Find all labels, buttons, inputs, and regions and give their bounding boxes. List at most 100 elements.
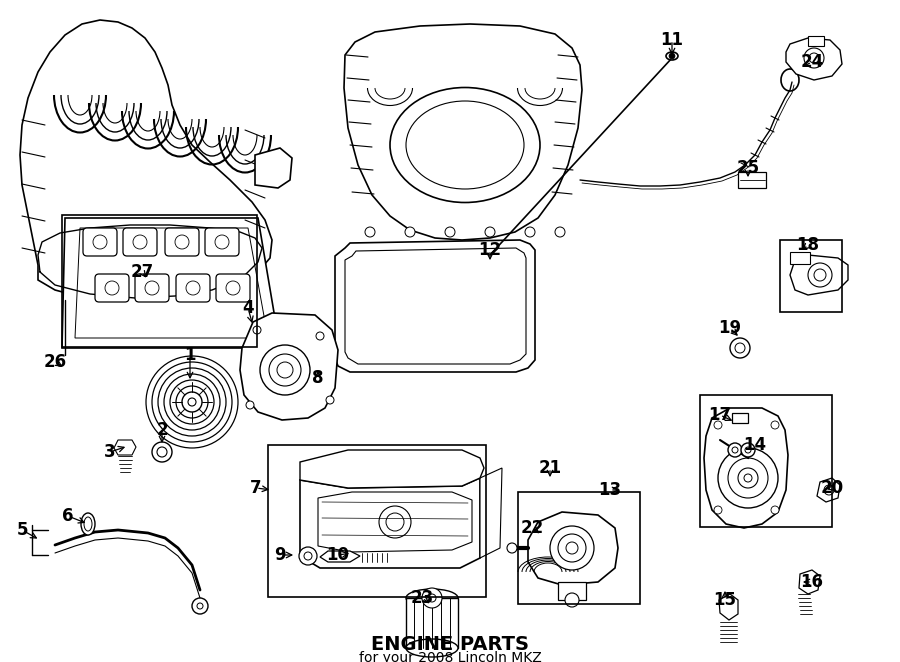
- Circle shape: [269, 354, 301, 386]
- Text: 27: 27: [130, 263, 154, 281]
- Bar: [732, 413, 748, 423]
- Text: 1: 1: [184, 346, 196, 364]
- Bar: [518, 492, 640, 604]
- Circle shape: [732, 447, 738, 453]
- Text: 25: 25: [736, 159, 760, 177]
- Circle shape: [170, 380, 214, 424]
- Circle shape: [253, 326, 261, 334]
- Circle shape: [145, 281, 159, 295]
- Circle shape: [176, 386, 208, 418]
- Circle shape: [326, 396, 334, 404]
- Circle shape: [152, 442, 172, 462]
- Circle shape: [809, 53, 819, 63]
- Circle shape: [550, 526, 594, 570]
- Text: 9: 9: [274, 546, 286, 564]
- Circle shape: [814, 269, 826, 281]
- Ellipse shape: [406, 589, 458, 607]
- Circle shape: [422, 588, 442, 608]
- Polygon shape: [62, 218, 280, 348]
- Circle shape: [192, 598, 208, 614]
- Circle shape: [379, 506, 411, 538]
- Ellipse shape: [84, 517, 92, 531]
- Circle shape: [93, 235, 107, 249]
- Circle shape: [386, 513, 404, 531]
- Circle shape: [428, 594, 436, 602]
- Text: for your 2008 Lincoln MKZ: for your 2008 Lincoln MKZ: [358, 651, 542, 662]
- Circle shape: [728, 458, 768, 498]
- Circle shape: [277, 362, 293, 378]
- Circle shape: [507, 543, 517, 553]
- Text: 12: 12: [479, 241, 501, 259]
- FancyBboxPatch shape: [165, 228, 199, 256]
- Bar: [62, 215, 257, 347]
- Text: 6: 6: [62, 507, 74, 525]
- Circle shape: [745, 447, 751, 453]
- Text: 20: 20: [821, 479, 843, 497]
- Bar: [738, 172, 766, 188]
- Circle shape: [804, 48, 824, 68]
- FancyBboxPatch shape: [216, 274, 250, 302]
- Circle shape: [164, 374, 220, 430]
- Circle shape: [669, 53, 675, 59]
- Circle shape: [188, 398, 196, 406]
- Polygon shape: [320, 551, 360, 562]
- Circle shape: [365, 227, 375, 237]
- Circle shape: [771, 421, 779, 429]
- Text: 8: 8: [312, 369, 324, 387]
- Circle shape: [714, 421, 722, 429]
- Bar: [406, 598, 458, 648]
- FancyBboxPatch shape: [123, 228, 157, 256]
- FancyBboxPatch shape: [176, 274, 210, 302]
- Circle shape: [158, 368, 226, 436]
- Circle shape: [260, 345, 310, 395]
- Text: ENGINE PARTS: ENGINE PARTS: [371, 636, 529, 655]
- Ellipse shape: [666, 52, 678, 60]
- Circle shape: [558, 534, 586, 562]
- FancyBboxPatch shape: [95, 274, 129, 302]
- Polygon shape: [20, 20, 272, 302]
- FancyBboxPatch shape: [205, 228, 239, 256]
- Circle shape: [714, 506, 722, 514]
- Circle shape: [304, 552, 312, 560]
- Circle shape: [316, 332, 324, 340]
- Ellipse shape: [406, 639, 458, 657]
- Circle shape: [555, 227, 565, 237]
- Bar: [790, 252, 810, 264]
- Text: 10: 10: [327, 546, 349, 564]
- Circle shape: [152, 362, 232, 442]
- Text: 4: 4: [242, 299, 254, 317]
- Circle shape: [808, 263, 832, 287]
- Text: 2: 2: [157, 421, 167, 439]
- Bar: [700, 395, 832, 527]
- Text: 24: 24: [800, 53, 824, 71]
- Circle shape: [186, 281, 200, 295]
- Text: 16: 16: [800, 573, 824, 591]
- Text: 23: 23: [410, 589, 434, 607]
- Circle shape: [485, 227, 495, 237]
- Circle shape: [728, 443, 742, 457]
- Circle shape: [146, 356, 238, 448]
- Text: 7: 7: [250, 479, 262, 497]
- Polygon shape: [817, 478, 840, 502]
- Polygon shape: [114, 440, 136, 455]
- Bar: [558, 582, 586, 600]
- Ellipse shape: [406, 101, 524, 189]
- Text: 26: 26: [43, 353, 67, 371]
- Circle shape: [824, 485, 834, 495]
- Polygon shape: [719, 594, 738, 620]
- Bar: [268, 445, 486, 597]
- Polygon shape: [786, 38, 842, 80]
- Circle shape: [182, 392, 202, 412]
- Text: 19: 19: [718, 319, 742, 337]
- Circle shape: [735, 343, 745, 353]
- Polygon shape: [240, 313, 338, 420]
- Text: 18: 18: [796, 236, 820, 254]
- Polygon shape: [300, 478, 480, 568]
- Circle shape: [566, 542, 578, 554]
- Circle shape: [246, 401, 254, 409]
- Bar: [808, 36, 824, 46]
- Polygon shape: [480, 468, 502, 558]
- Circle shape: [730, 338, 750, 358]
- Circle shape: [197, 603, 203, 609]
- Text: 15: 15: [714, 591, 736, 609]
